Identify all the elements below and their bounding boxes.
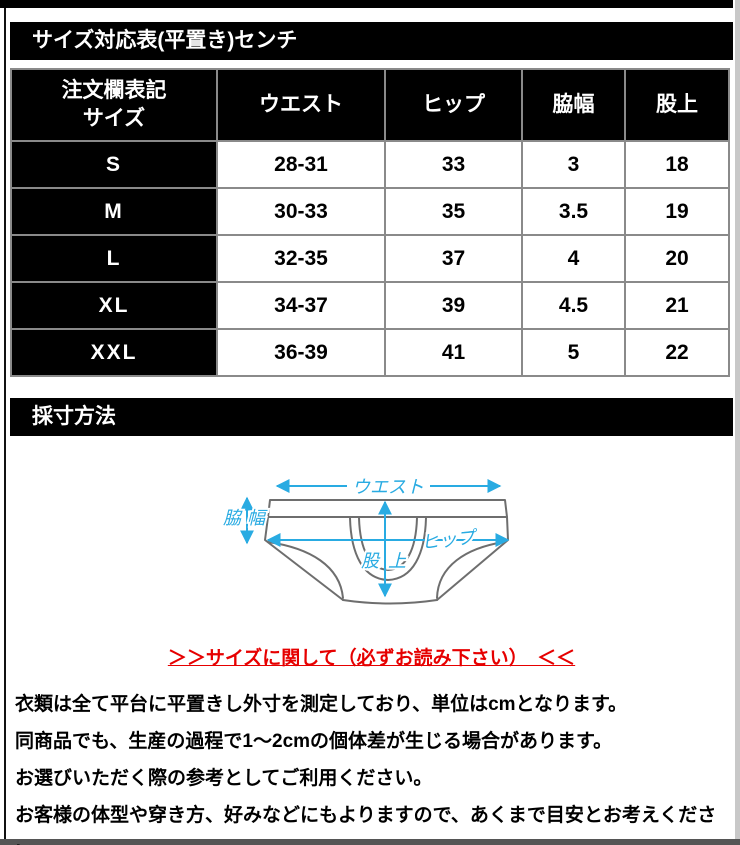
- size-table: 注文欄表記 サイズ ウエスト ヒップ 脇幅 股上 S 28-31 33 3 18: [10, 68, 730, 377]
- table-row-xxl: XXL 36-39 41 5 22: [10, 328, 730, 377]
- size-table-header-row: 注文欄表記 サイズ ウエスト ヒップ 脇幅 股上: [10, 68, 730, 142]
- size-label: S: [10, 140, 218, 189]
- measurement-arrows: [240, 479, 510, 598]
- notice-line: お選びいただく際の参考としてご利用ください。: [15, 768, 433, 789]
- measurement-diagram-wrap: ウエスト 脇幅 ヒップ 股上: [10, 436, 733, 631]
- waist-value: 28-31: [216, 140, 386, 189]
- right-leg-seam: [436, 541, 505, 599]
- content-area: サイズ対応表(平置き)センチ 注文欄表記 サイズ ウエスト ヒップ 脇幅 股上: [10, 22, 733, 845]
- side-width-value: 3.5: [521, 187, 626, 236]
- col-header-size: 注文欄表記 サイズ: [10, 68, 218, 142]
- side-width-value: 3: [521, 140, 626, 189]
- hip-value: 37: [384, 234, 523, 283]
- hip-value: 39: [384, 281, 523, 330]
- left-border-line: [4, 8, 6, 839]
- rise-label: 股上: [361, 551, 415, 571]
- crotch-bottom-edge: [342, 599, 438, 605]
- top-border-strip: [0, 0, 733, 8]
- bottom-border-strip: [0, 839, 740, 845]
- size-notice-heading: ＞＞サイズに関して（必ずお読み下さい） ＜＜: [167, 648, 576, 669]
- measurement-method-title-bar: 採寸方法: [10, 398, 733, 436]
- col-header-waist: ウエスト: [216, 68, 386, 142]
- col-header-side-width: 脇幅: [521, 68, 626, 142]
- hip-value: 35: [384, 187, 523, 236]
- waist-label: ウエスト: [352, 477, 424, 497]
- rise-value: 22: [624, 328, 730, 377]
- notice-line: 衣類は全て平台に平置きし外寸を測定しており、単位はcmとなります。: [15, 694, 628, 715]
- hip-label: ヒップ: [420, 527, 480, 553]
- table-row-xl: XL 34-37 39 4.5 21: [10, 281, 730, 330]
- side-width-value: 5: [521, 328, 626, 377]
- size-label: XL: [10, 281, 218, 330]
- rise-value: 21: [624, 281, 730, 330]
- waist-value: 34-37: [216, 281, 386, 330]
- side-width-value: 4: [521, 234, 626, 283]
- measurement-diagram: ウエスト 脇幅 ヒップ 股上: [221, 475, 510, 605]
- size-chart-title-bar: サイズ対応表(平置き)センチ: [10, 22, 733, 60]
- col-header-hip: ヒップ: [384, 68, 523, 142]
- col-header-size-line2: サイズ: [82, 107, 146, 130]
- notice-line: 同商品でも、生産の過程で1〜2cmの個体差が生じる場合があります。: [15, 731, 613, 752]
- notice-text-block: 衣類は全て平台に平置きし外寸を測定しており、単位はcmとなります。 同商品でも、…: [10, 686, 733, 845]
- waist-value: 36-39: [216, 328, 386, 377]
- size-label: XXL: [10, 328, 218, 377]
- table-row-m: M 30-33 35 3.5 19: [10, 187, 730, 236]
- hip-value: 41: [384, 328, 523, 377]
- col-header-size-line1: 注文欄表記: [61, 78, 167, 102]
- waist-value: 32-35: [216, 234, 386, 283]
- hip-value: 33: [384, 140, 523, 189]
- left-side-edge: [264, 516, 344, 601]
- waistband: [267, 499, 508, 518]
- rise-value: 20: [624, 234, 730, 283]
- table-row-s: S 28-31 33 3 18: [10, 140, 730, 189]
- waist-value: 30-33: [216, 187, 386, 236]
- notice-line: お客様の体型や穿き方、好みなどにもよりますので、あくまで目安とお考えください。: [15, 805, 717, 845]
- table-row-l: L 32-35 37 4 20: [10, 234, 730, 283]
- side-width-value: 4.5: [521, 281, 626, 330]
- rise-value: 19: [624, 187, 730, 236]
- rise-value: 18: [624, 140, 730, 189]
- col-header-rise: 股上: [624, 68, 730, 142]
- side-width-label: 脇幅: [223, 508, 271, 528]
- right-border-strip: [735, 0, 740, 839]
- size-label: M: [10, 187, 218, 236]
- size-label: L: [10, 234, 218, 283]
